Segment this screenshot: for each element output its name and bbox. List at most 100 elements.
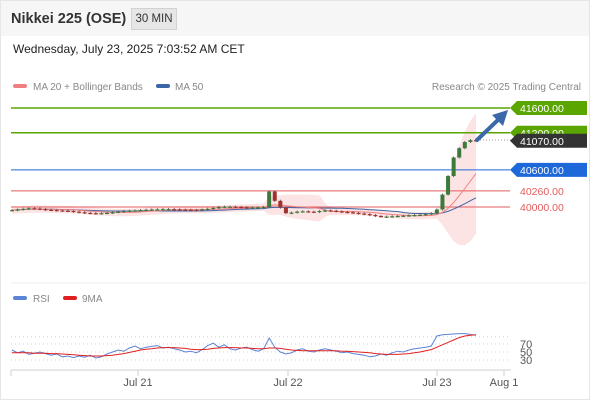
timeframe-button[interactable]: 30 MIN <box>131 8 177 30</box>
candle <box>328 209 333 212</box>
candle <box>451 156 456 178</box>
candle <box>183 208 188 211</box>
candle <box>26 207 31 210</box>
candle <box>93 212 98 215</box>
candle <box>172 208 177 211</box>
candle <box>339 210 344 214</box>
candle <box>49 208 54 212</box>
target-arrow <box>475 110 508 142</box>
candle <box>373 213 378 218</box>
candle <box>457 147 462 159</box>
candle <box>462 140 467 150</box>
x-tick-label: Jul 22 <box>273 377 302 389</box>
candle <box>138 208 143 212</box>
candle <box>440 193 445 211</box>
x-axis: Jul 21 Jul 22 Jul 23 Aug 1 <box>10 369 518 389</box>
candle <box>283 206 288 215</box>
attribution: Research © 2025 Trading Central <box>432 82 581 93</box>
candle <box>362 212 367 216</box>
level-tag-box <box>510 101 587 115</box>
price-levels <box>11 107 510 208</box>
candle <box>37 207 42 211</box>
candle <box>423 213 428 216</box>
candle <box>32 207 37 210</box>
ma50-line <box>11 197 477 215</box>
candles <box>10 139 478 218</box>
rsi-ma-line <box>12 334 477 357</box>
candle <box>99 212 104 215</box>
candle <box>233 205 238 209</box>
candle <box>71 209 76 213</box>
candle <box>390 215 395 218</box>
candle <box>77 210 82 214</box>
candle <box>323 209 328 213</box>
candle <box>188 208 193 212</box>
candle <box>345 210 350 214</box>
rsi-legend-swatch <box>13 296 27 300</box>
x-tick-label: Jul 21 <box>123 377 152 389</box>
timestamp: Wednesday, July 23, 2025 7:03:52 AM CET <box>13 42 245 56</box>
candle <box>306 210 311 213</box>
candle <box>289 211 294 215</box>
candle <box>317 209 322 214</box>
instrument-title: Nikkei 225 (OSE) <box>11 11 127 27</box>
rsi-tick-label: 70 <box>520 339 532 351</box>
candle <box>295 210 300 214</box>
candle <box>132 209 137 212</box>
candle <box>228 205 233 208</box>
level-tag-last: 41070.00 <box>510 133 587 148</box>
x-ticks: Jul 21 Jul 22 Jul 23 Aug 1 <box>123 370 518 389</box>
candle <box>272 190 277 202</box>
candle <box>406 214 411 217</box>
candle <box>211 206 216 210</box>
candle <box>216 205 221 210</box>
candle <box>127 209 132 213</box>
candle <box>222 205 227 209</box>
candle <box>351 211 356 214</box>
candle <box>194 208 199 212</box>
rsi-tick-label: 30 <box>520 355 532 367</box>
level-label: 40260.00 <box>520 186 564 198</box>
ma20-legend-label: MA 20 + Bollinger Bands <box>33 82 143 93</box>
chart-header: Nikkei 225 (OSE) 30 MIN <box>1 1 589 36</box>
candle <box>384 215 389 218</box>
rsi-tick-label: 50 <box>520 347 532 359</box>
candle <box>334 209 339 213</box>
candle <box>144 208 149 212</box>
candle <box>356 211 361 215</box>
main-legend: MA 20 + Bollinger Bands MA 50 Research ©… <box>13 82 581 93</box>
rsi-ma-legend-swatch <box>63 296 77 300</box>
candle <box>10 208 14 212</box>
candle <box>300 210 305 213</box>
price-pane: 41600.0041200.0041070.0040600.0040260.00… <box>10 101 587 246</box>
candle <box>21 207 26 211</box>
candle <box>412 213 417 217</box>
candle <box>65 209 70 213</box>
candle <box>116 210 121 214</box>
candle <box>54 208 59 212</box>
level-tag-target: 41600.00 <box>510 101 587 115</box>
candle <box>160 208 165 211</box>
candle <box>278 199 283 209</box>
candle <box>200 208 205 212</box>
candle <box>255 206 260 209</box>
candle <box>205 207 210 211</box>
ma20-line <box>11 173 477 217</box>
candle <box>82 211 87 214</box>
ma50-legend-swatch <box>156 84 170 88</box>
candle <box>429 212 434 216</box>
level-tag-box <box>510 133 587 148</box>
level-label: 40600.00 <box>520 165 564 177</box>
candle <box>239 205 244 209</box>
candle <box>311 210 316 214</box>
rsi-ma-legend-label: 9MA <box>82 294 103 305</box>
ma20-legend-swatch <box>13 84 27 88</box>
candle <box>149 208 154 211</box>
candle <box>367 213 372 217</box>
x-tick-label: Aug 1 <box>490 377 519 389</box>
level-label: 40000.00 <box>520 202 564 214</box>
candle <box>43 208 48 211</box>
